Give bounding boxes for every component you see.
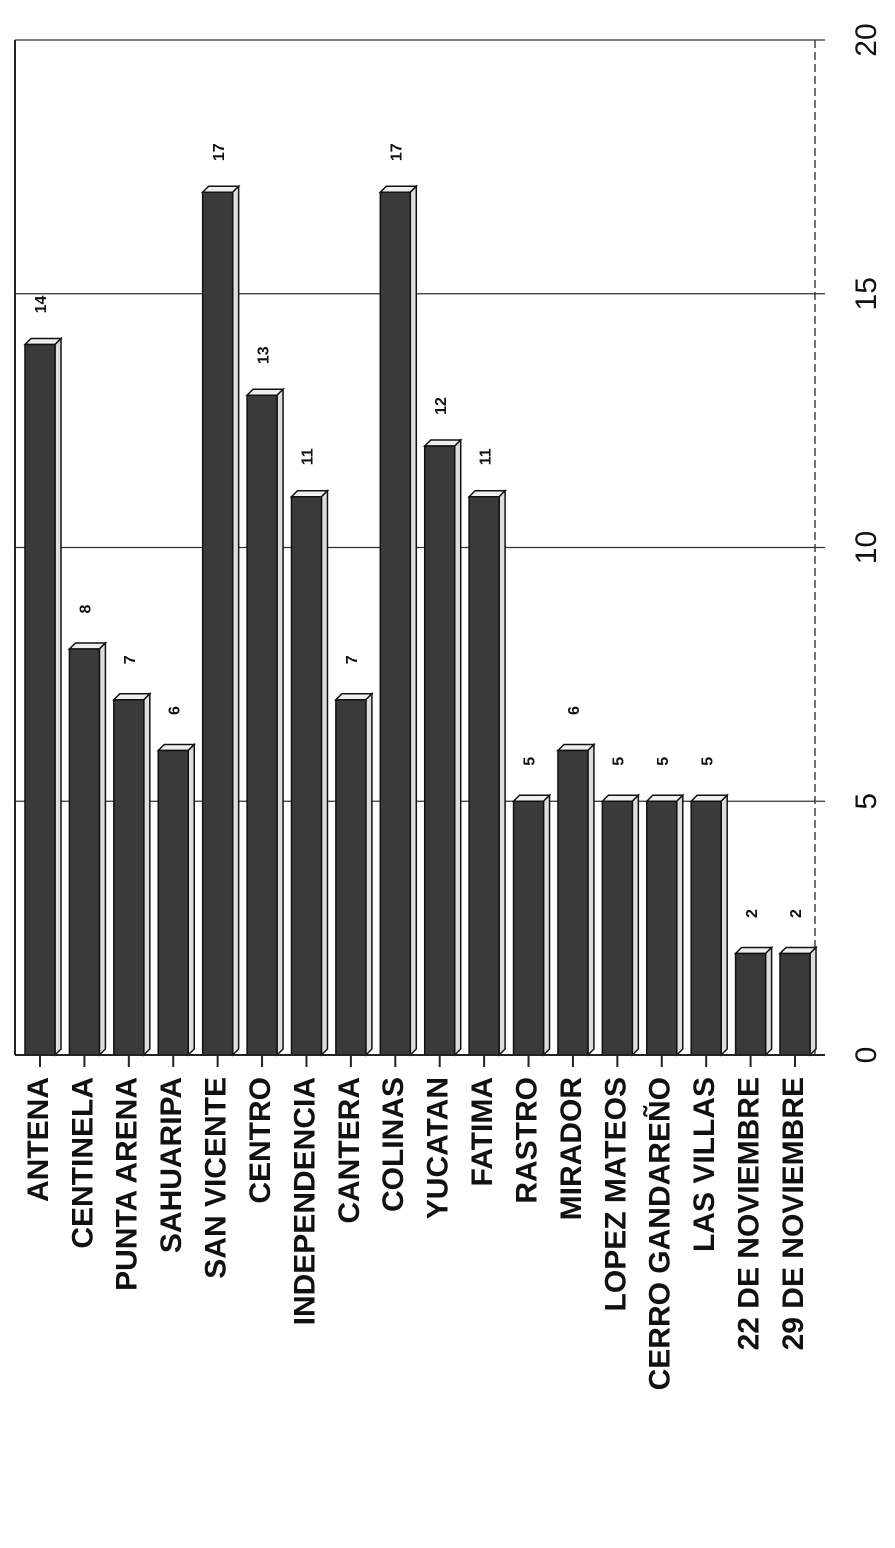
- bar: [290, 496, 323, 1056]
- bar-side: [809, 945, 817, 1057]
- bar: [113, 699, 145, 1056]
- value-label: 2: [744, 909, 761, 918]
- x-tick-label: INDEPENDENCIA: [288, 1077, 321, 1325]
- bar: [690, 800, 722, 1056]
- bar: [468, 496, 500, 1056]
- value-label: 5: [699, 757, 716, 766]
- value-label: 5: [522, 757, 539, 766]
- bar-side: [631, 793, 640, 1057]
- bar-side: [276, 387, 284, 1057]
- value-label: 5: [611, 757, 628, 766]
- bar-side: [409, 184, 418, 1057]
- bar: [512, 800, 545, 1056]
- y-tick-label: 15: [850, 277, 883, 310]
- bar-side: [365, 691, 373, 1057]
- bar-side: [764, 945, 773, 1057]
- x-tick-label: CANTERA: [333, 1077, 366, 1224]
- bar: [423, 445, 456, 1056]
- x-tick-label: PUNTA ARENA: [111, 1077, 144, 1291]
- y-tick-label: 5: [850, 793, 883, 810]
- bar: [335, 699, 367, 1056]
- value-label: 12: [433, 397, 450, 415]
- value-label: 11: [477, 448, 494, 465]
- x-tick-label: YUCATAN: [422, 1077, 455, 1219]
- value-label: 5: [655, 757, 672, 766]
- value-label: 13: [255, 346, 272, 364]
- x-tick-label: CENTRO: [244, 1077, 277, 1204]
- x-tick-label: FATIMA: [466, 1077, 499, 1186]
- bar-side: [143, 691, 151, 1057]
- x-tick-label: LAS VILLAS: [688, 1077, 721, 1252]
- x-tick-label: RASTRO: [510, 1077, 543, 1204]
- bar: [646, 800, 678, 1056]
- x-tick-label: LOPEZ MATEOS: [599, 1077, 632, 1311]
- bar: [601, 800, 634, 1056]
- bar-side: [187, 742, 195, 1057]
- x-tick-label: CERRO GANDAREÑO: [643, 1077, 677, 1390]
- bar: [379, 191, 412, 1056]
- value-label: 8: [78, 604, 95, 613]
- bar-side: [676, 793, 684, 1057]
- bar-side: [231, 184, 240, 1057]
- bar: [734, 952, 767, 1056]
- x-tick-label: ANTENA: [22, 1077, 55, 1202]
- value-label: 11: [300, 448, 317, 465]
- bar-side: [453, 438, 462, 1057]
- bar: [201, 191, 234, 1056]
- x-tick-label: 22 DE NOVIEMBRE: [733, 1077, 766, 1350]
- bar-side: [98, 641, 107, 1057]
- x-tick-label: SAHUARIPA: [155, 1077, 188, 1253]
- value-label: 17: [211, 143, 228, 161]
- y-tick-label: 20: [850, 23, 883, 56]
- bar: [779, 952, 811, 1056]
- bar: [68, 648, 101, 1056]
- bar-side: [587, 742, 595, 1057]
- bar-side: [720, 793, 728, 1057]
- value-label: 6: [166, 706, 183, 715]
- bar: [246, 394, 278, 1056]
- value-label: 6: [566, 706, 583, 715]
- bar: [24, 343, 56, 1056]
- y-tick-label: 10: [850, 531, 883, 564]
- value-label: 7: [122, 655, 139, 664]
- value-label: 14: [33, 296, 50, 314]
- value-label: 7: [344, 655, 361, 664]
- x-tick-label: CENTINELA: [66, 1077, 99, 1249]
- bar-side: [54, 336, 62, 1057]
- y-tick-label: 0: [850, 1047, 883, 1064]
- value-label: 2: [788, 909, 805, 918]
- bar-side: [542, 793, 551, 1057]
- bar-side: [320, 488, 329, 1057]
- bar: [557, 749, 589, 1056]
- x-tick-label: COLINAS: [377, 1077, 410, 1212]
- value-label: 17: [389, 143, 406, 161]
- bar: [157, 749, 189, 1056]
- x-tick-label: SAN VICENTE: [200, 1077, 233, 1279]
- x-tick-label: 29 DE NOVIEMBRE: [777, 1077, 810, 1350]
- bar-side: [498, 488, 506, 1057]
- x-tick-label: MIRADOR: [555, 1077, 588, 1221]
